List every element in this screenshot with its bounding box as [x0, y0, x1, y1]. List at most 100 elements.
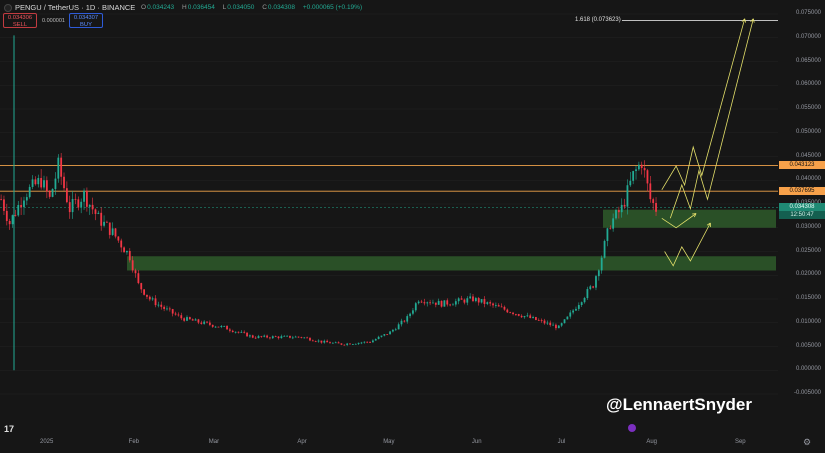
candle-body [452, 304, 454, 306]
settings-icon[interactable]: ⚙ [803, 437, 812, 447]
candle-body [111, 228, 114, 235]
symbol-header[interactable]: PENGU / TetherUS · 1D · BINANCE [4, 3, 135, 13]
price-axis-label: 0.070000 [795, 33, 821, 40]
candle-body [606, 228, 609, 241]
candle-body [223, 325, 226, 327]
candle-body [443, 300, 446, 307]
candle-body [323, 340, 326, 343]
candle-body [331, 342, 334, 344]
candle-body [5, 210, 8, 221]
candle-body [440, 300, 443, 307]
candle-body [463, 299, 466, 303]
candle-body [460, 298, 463, 300]
tradingview-logo[interactable]: 17 [4, 424, 15, 434]
candle-body [168, 308, 171, 310]
candle-body [546, 322, 549, 324]
candle-body [74, 198, 77, 200]
candle-body [483, 299, 486, 304]
time-axis-label: Apr [297, 439, 307, 445]
candle-body [126, 250, 128, 253]
projection-arrowhead [706, 222, 711, 228]
time-axis-label: Mar [208, 439, 220, 445]
candle-body [532, 317, 534, 318]
candle-body [131, 260, 134, 271]
candle-body [589, 286, 592, 290]
candle-body [314, 341, 317, 342]
low-label: L [222, 4, 227, 11]
fib-extension-label: 1.618 (0.073623) [575, 17, 621, 23]
candle-body [63, 176, 65, 189]
candle-body [48, 191, 51, 197]
candle-body [25, 197, 28, 201]
candle-body [649, 183, 652, 200]
go-to-realtime-icon[interactable] [628, 424, 636, 432]
candle-body [11, 215, 14, 225]
candle-body [563, 319, 566, 324]
candle-body [77, 199, 80, 208]
time-axis-label: 2025 [40, 439, 54, 445]
price-axis-label: 0.035000 [796, 200, 821, 206]
candle-body [151, 298, 154, 300]
high-label: H [182, 4, 187, 11]
candle-body [466, 298, 469, 303]
spread-value: 0.000001 [42, 18, 65, 24]
candle-body [586, 289, 589, 298]
candle-body [114, 228, 117, 237]
author-watermark: @LennaertSnyder [606, 395, 753, 414]
candle-body [45, 180, 48, 192]
candle-body [120, 240, 123, 248]
candle-body [148, 296, 151, 300]
candle-body [251, 335, 254, 338]
candle-body [183, 318, 186, 321]
candle-body [569, 312, 572, 317]
candle-body [580, 302, 583, 306]
candle-body [566, 316, 569, 320]
candle-body [526, 315, 529, 317]
candle-body [286, 335, 288, 337]
candle-body [34, 179, 37, 185]
candle-body [226, 325, 228, 330]
candle-body [363, 341, 366, 343]
candle-body [194, 319, 197, 321]
candle-body [309, 337, 311, 341]
candle-body [200, 322, 203, 324]
candle-body [509, 312, 512, 314]
candle-body [180, 315, 183, 319]
candle-body [171, 309, 174, 314]
candle-body [103, 221, 105, 226]
candle-body [555, 324, 557, 329]
candle-body [37, 178, 40, 185]
resistance-lower-tag: 0.037695 [779, 187, 825, 196]
candle-body [623, 204, 626, 207]
candle-body [572, 310, 574, 313]
candle-body [512, 312, 514, 315]
candle-body [237, 331, 240, 333]
candle-body [577, 305, 580, 309]
candle-body [0, 199, 2, 201]
candle-body [437, 300, 440, 305]
candle-body [137, 273, 140, 284]
candle-body [80, 201, 83, 208]
price-axis-label: 0.050000 [795, 128, 821, 135]
candle-body [326, 340, 329, 343]
candle-body [197, 319, 200, 323]
price-axis-label: 0.045000 [795, 152, 821, 159]
price-axis-label: 0.055000 [795, 105, 821, 111]
symbol-logo-icon [4, 4, 12, 13]
candle-body [486, 302, 489, 304]
candle-body [217, 326, 220, 328]
candle-body [400, 320, 403, 325]
buy-button[interactable]: 0.034307 BUY [69, 13, 103, 28]
projection-arrowhead [741, 18, 747, 23]
candle-body [266, 335, 268, 338]
candle-body [337, 342, 340, 344]
candle-body [583, 297, 586, 303]
candle-body [294, 336, 297, 338]
candle-body [646, 170, 649, 184]
candle-body [446, 300, 449, 305]
candle-body [14, 215, 17, 216]
sell-button[interactable]: 0.034306 SELL [3, 13, 37, 28]
price-axis-label: -0.005000 [793, 390, 821, 396]
candle-body [603, 240, 606, 258]
